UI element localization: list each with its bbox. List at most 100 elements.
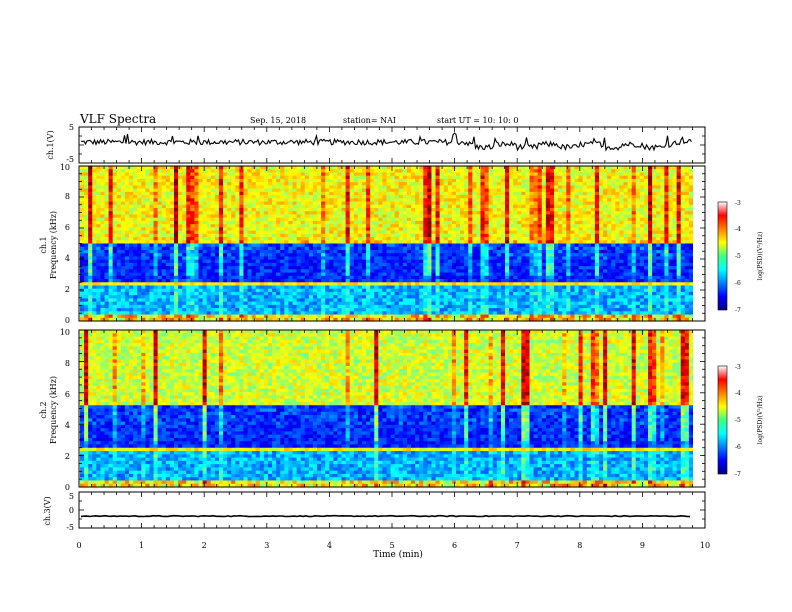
spectrogram-cell: [124, 237, 130, 241]
spectrogram-cell: [178, 220, 183, 225]
spectrogram-cell: [186, 308, 191, 312]
spectrogram-cell: [161, 175, 167, 180]
spectrogram-cell: [341, 253, 347, 258]
spectrogram-cell: [116, 217, 122, 222]
spectrogram-cell: [145, 288, 151, 293]
spectrogram-cell: [345, 227, 351, 232]
spectrogram-cell: [276, 227, 281, 232]
spectrogram-cell: [321, 214, 326, 219]
spectrogram-cell: [321, 298, 326, 303]
spectrogram-cell: [255, 201, 261, 206]
spectrogram-cell: [370, 166, 375, 170]
spectrogram-cell: [198, 256, 204, 261]
spectrogram-cell: [129, 191, 134, 196]
spectrogram-cell: [345, 266, 351, 270]
spectrogram-cell: [361, 275, 367, 280]
spectrogram-cell: [317, 288, 322, 293]
spectrogram-cell: [161, 233, 167, 238]
spectrogram-cell: [345, 188, 351, 193]
spectrogram-cell: [149, 298, 155, 303]
spectrogram-cell: [370, 172, 375, 177]
spectrogram-cell: [141, 266, 146, 270]
spectrogram-cell: [198, 182, 204, 186]
spectrogram-cell: [357, 172, 363, 177]
spectrogram-cell: [112, 178, 118, 183]
spectrogram-cell: [182, 172, 187, 177]
spectrogram-cell: [129, 272, 134, 277]
spectrogram-cell: [272, 224, 277, 228]
spectrogram-cell: [361, 246, 367, 251]
spectrogram-cell: [133, 246, 138, 251]
spectrogram-cell: [239, 249, 245, 254]
spectrogram-cell: [317, 198, 322, 203]
spectrogram-cell: [280, 256, 285, 261]
spectrogram-cell: [292, 211, 298, 216]
spectrogram-cell: [190, 295, 196, 299]
spectrogram-cell: [300, 288, 306, 293]
spectrogram-cell: [100, 249, 106, 254]
spectrogram-cell: [202, 214, 208, 219]
spectrogram-cell: [247, 182, 253, 186]
spectrogram-cell: [239, 172, 245, 177]
spectrogram-cell: [133, 240, 138, 245]
spectrogram-cell: [153, 317, 159, 322]
spectrogram-cell: [321, 172, 326, 177]
spectrogram-cell: [165, 272, 171, 277]
spectrogram-cell: [173, 314, 179, 319]
spectrogram-cell: [206, 182, 212, 186]
spectrogram-cell: [243, 266, 249, 270]
spectrogram-cell: [243, 175, 249, 180]
spectrogram-cell: [255, 259, 261, 264]
spectrogram-cell: [173, 266, 179, 270]
spectrogram-cell: [120, 311, 126, 316]
spectrogram-cell: [178, 211, 183, 216]
spectrogram-cell: [190, 285, 196, 290]
spectrogram-cell: [198, 285, 204, 290]
spectrogram-cell: [108, 282, 114, 287]
spectrogram-cell: [247, 304, 253, 309]
spectrogram-cell: [202, 243, 208, 248]
spectrogram-cell: [304, 256, 310, 261]
spectrogram-cell: [353, 259, 359, 264]
spectrogram-cell: [104, 172, 110, 177]
spectrogram-cell: [251, 175, 257, 180]
spectrogram-cell: [288, 178, 294, 183]
spectrogram-cell: [374, 269, 379, 274]
spectrogram-cell: [325, 182, 330, 186]
spectrogram-cell: [169, 198, 175, 203]
spectrogram-cell: [312, 240, 318, 245]
spectrogram-cell: [272, 266, 277, 270]
spectrogram-cell: [96, 172, 102, 177]
spectrogram-cell: [341, 201, 347, 206]
spectrogram-cell: [96, 175, 102, 180]
spectrogram-cell: [231, 291, 236, 296]
spectrogram-cell: [284, 224, 290, 228]
spectrogram-cell: [255, 178, 261, 183]
spectrogram-cell: [239, 169, 245, 174]
spectrogram-cell: [161, 188, 167, 193]
spectrogram-cell: [280, 279, 285, 283]
spectrogram-cell: [272, 207, 277, 212]
spectrogram-cell: [223, 301, 228, 306]
spectrogram-cell: [218, 220, 224, 225]
spectrogram-cell: [186, 201, 191, 206]
spectrogram-cell: [145, 262, 151, 267]
spectrogram-cell: [153, 240, 159, 245]
spectrogram-cell: [137, 220, 142, 225]
spectrogram-cell: [325, 204, 330, 209]
spectrogram-cell: [292, 308, 298, 312]
spectrogram-cell: [333, 233, 339, 238]
spectrogram-cell: [223, 311, 228, 316]
spectrogram-cell: [263, 191, 269, 196]
spectrogram-cell: [96, 204, 102, 209]
spectrogram-cell: [361, 253, 367, 258]
spectrogram-cell: [300, 262, 306, 267]
spectrogram-cell: [374, 295, 379, 299]
spectrogram-cell: [223, 214, 228, 219]
spectrogram-cell: [133, 249, 138, 254]
spectrogram-cell: [325, 230, 330, 235]
spectrogram-cell: [108, 166, 114, 170]
spectrogram-cell: [96, 291, 102, 296]
spectrogram-cell: [296, 243, 302, 248]
spectrogram-cell: [235, 249, 240, 254]
